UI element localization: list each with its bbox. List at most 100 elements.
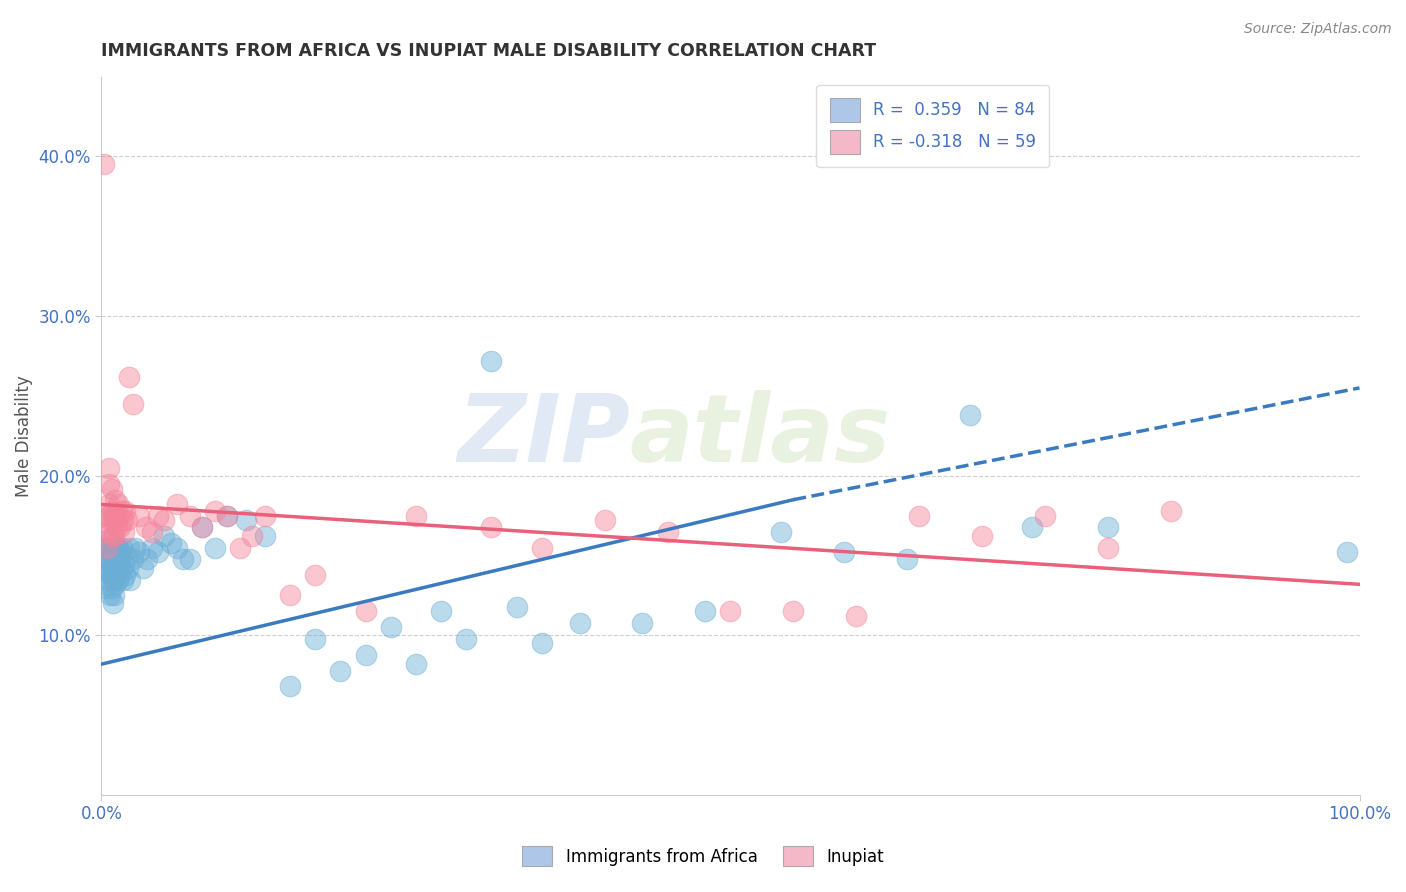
- Point: [94, 565, 117, 579]
- Point: [103, 589, 125, 603]
- Point: [97, 551, 120, 566]
- Point: [101, 529, 124, 543]
- Point: [111, 513, 134, 527]
- Point: [98, 565, 121, 579]
- Point: [98, 524, 121, 539]
- Point: [166, 541, 188, 555]
- Point: [107, 573, 129, 587]
- Point: [105, 520, 128, 534]
- Point: [118, 541, 141, 555]
- Point: [94, 581, 117, 595]
- Point: [97, 508, 120, 523]
- Point: [568, 615, 591, 630]
- Point: [110, 541, 132, 555]
- Point: [135, 551, 157, 566]
- Point: [593, 513, 616, 527]
- Point: [354, 604, 377, 618]
- Point: [98, 460, 121, 475]
- Point: [111, 573, 134, 587]
- Point: [481, 353, 503, 368]
- Point: [103, 567, 125, 582]
- Point: [1336, 545, 1358, 559]
- Point: [908, 508, 931, 523]
- Point: [101, 513, 124, 527]
- Point: [204, 541, 226, 555]
- Point: [191, 520, 214, 534]
- Point: [1033, 508, 1056, 523]
- Point: [253, 508, 276, 523]
- Point: [769, 524, 792, 539]
- Point: [1097, 520, 1119, 534]
- Point: [134, 520, 156, 534]
- Point: [146, 508, 169, 523]
- Point: [782, 604, 804, 618]
- Point: [1160, 504, 1182, 518]
- Legend: Immigrants from Africa, Inupiat: Immigrants from Africa, Inupiat: [515, 838, 891, 875]
- Point: [695, 604, 717, 618]
- Point: [128, 508, 150, 523]
- Point: [191, 520, 214, 534]
- Point: [122, 397, 145, 411]
- Point: [972, 529, 994, 543]
- Point: [832, 545, 855, 559]
- Point: [98, 551, 121, 566]
- Point: [141, 524, 163, 539]
- Point: [122, 551, 145, 566]
- Point: [103, 508, 125, 523]
- Point: [1021, 520, 1043, 534]
- Y-axis label: Male Disability: Male Disability: [15, 375, 32, 497]
- Point: [107, 498, 129, 512]
- Point: [108, 551, 131, 566]
- Point: [104, 541, 127, 555]
- Point: [172, 551, 194, 566]
- Point: [110, 557, 132, 571]
- Point: [720, 604, 742, 618]
- Point: [159, 536, 181, 550]
- Point: [107, 561, 129, 575]
- Point: [166, 498, 188, 512]
- Point: [98, 513, 121, 527]
- Point: [128, 545, 150, 559]
- Point: [110, 504, 132, 518]
- Point: [481, 520, 503, 534]
- Point: [105, 557, 128, 571]
- Text: IMMIGRANTS FROM AFRICA VS INUPIAT MALE DISABILITY CORRELATION CHART: IMMIGRANTS FROM AFRICA VS INUPIAT MALE D…: [101, 42, 876, 60]
- Text: ZIP: ZIP: [457, 390, 630, 482]
- Point: [93, 541, 115, 555]
- Point: [110, 545, 132, 559]
- Point: [117, 561, 139, 575]
- Point: [242, 529, 264, 543]
- Point: [217, 508, 239, 523]
- Point: [100, 482, 122, 496]
- Point: [229, 541, 252, 555]
- Text: Source: ZipAtlas.com: Source: ZipAtlas.com: [1244, 22, 1392, 37]
- Point: [530, 636, 553, 650]
- Point: [108, 567, 131, 582]
- Point: [96, 541, 118, 555]
- Point: [380, 620, 402, 634]
- Point: [100, 557, 122, 571]
- Point: [100, 581, 122, 595]
- Point: [405, 657, 427, 672]
- Point: [96, 533, 118, 547]
- Point: [98, 557, 121, 571]
- Point: [112, 557, 135, 571]
- Point: [505, 599, 527, 614]
- Point: [100, 541, 122, 555]
- Point: [354, 648, 377, 662]
- Point: [278, 680, 301, 694]
- Legend: R =  0.359   N = 84, R = -0.318   N = 59: R = 0.359 N = 84, R = -0.318 N = 59: [817, 85, 1049, 167]
- Point: [456, 632, 478, 646]
- Point: [103, 508, 125, 523]
- Point: [97, 524, 120, 539]
- Text: atlas: atlas: [630, 390, 891, 482]
- Point: [104, 551, 127, 566]
- Point: [100, 545, 122, 559]
- Point: [108, 508, 131, 523]
- Point: [101, 597, 124, 611]
- Point: [103, 529, 125, 543]
- Point: [657, 524, 679, 539]
- Point: [103, 541, 125, 555]
- Point: [98, 589, 121, 603]
- Point: [96, 551, 118, 566]
